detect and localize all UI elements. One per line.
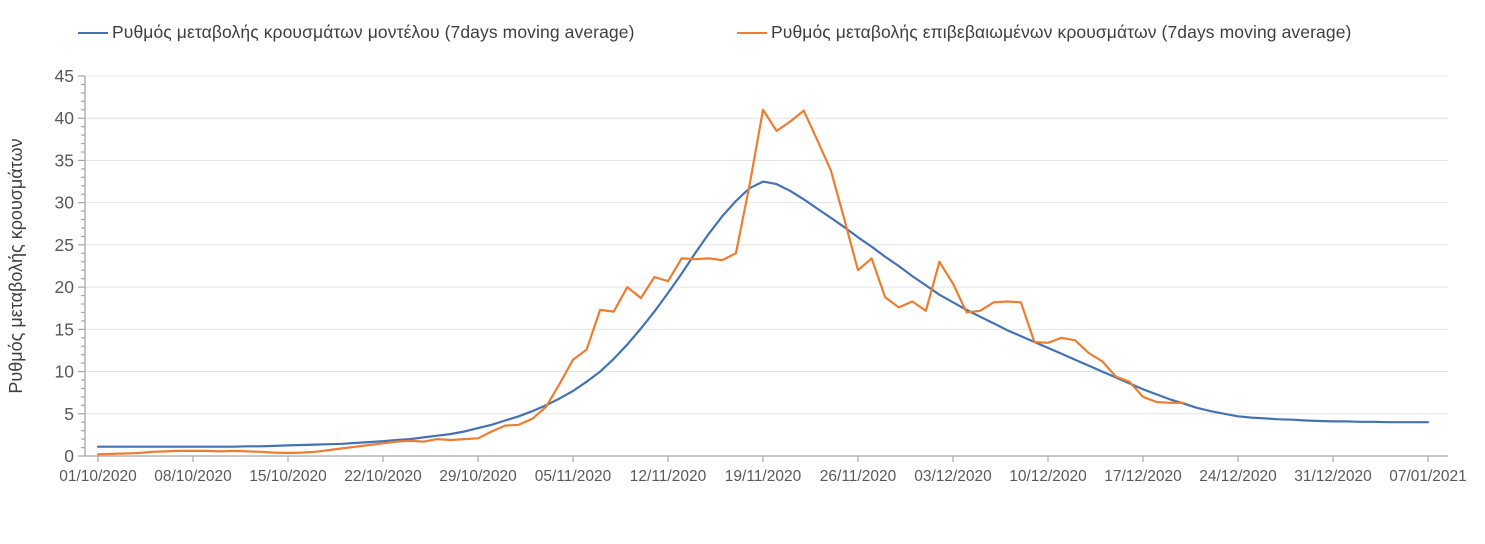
y-tick-label: 10 — [55, 362, 75, 382]
y-tick-label: 30 — [55, 193, 75, 213]
x-tick-label: 24/12/2020 — [1199, 468, 1277, 485]
y-tick-label: 40 — [55, 108, 75, 128]
legend-item-model: Ρυθμός μεταβολής κρουσμάτων μοντέλου (7d… — [78, 22, 635, 43]
x-tick-label: 05/11/2020 — [535, 468, 612, 485]
x-tick-label: 29/10/2020 — [439, 468, 517, 485]
legend-line-icon-confirmed — [737, 31, 767, 34]
legend-label-confirmed: Ρυθμός μεταβολής επιβεβαιωμένων κρουσμάτ… — [771, 22, 1352, 42]
x-tick-label: 01/10/2020 — [59, 468, 137, 485]
x-tick-label: 07/01/2021 — [1389, 468, 1467, 485]
y-tick-label: 45 — [55, 66, 74, 86]
y-tick-label: 5 — [64, 404, 74, 424]
x-tick-label: 22/10/2020 — [344, 468, 422, 485]
y-tick-label: 25 — [55, 235, 74, 255]
x-tick-label: 08/10/2020 — [154, 468, 232, 485]
x-tick-label: 31/12/2020 — [1294, 468, 1372, 485]
series-line-confirmed — [96, 108, 1185, 456]
x-tick-label: 15/10/2020 — [249, 468, 327, 485]
x-tick-label: 10/12/2020 — [1009, 468, 1087, 485]
x-tick-label: 12/11/2020 — [630, 468, 707, 485]
y-tick-label: 35 — [55, 150, 74, 170]
legend-line-icon-model — [78, 31, 108, 34]
y-tick-label: 15 — [55, 319, 74, 339]
series-line-model — [96, 180, 1430, 448]
legend: Ρυθμός μεταβολής κρουσμάτων μοντέλου (7d… — [0, 22, 1485, 50]
x-tick-label: 19/11/2020 — [725, 468, 802, 485]
y-tick-label: 20 — [55, 277, 75, 297]
legend-item-confirmed: Ρυθμός μεταβολής επιβεβαιωμένων κρουσμάτ… — [737, 22, 1351, 43]
x-tick-label: 17/12/2020 — [1104, 468, 1182, 485]
legend-label-model: Ρυθμός μεταβολής κρουσμάτων μοντέλου (7d… — [112, 22, 635, 42]
y-axis-title: Ρυθμός μεταβολής κρουσμάτων — [6, 138, 26, 393]
y-tick-label: 0 — [64, 446, 74, 466]
x-tick-label: 03/12/2020 — [914, 468, 992, 485]
x-tick-label: 26/11/2020 — [820, 468, 897, 485]
